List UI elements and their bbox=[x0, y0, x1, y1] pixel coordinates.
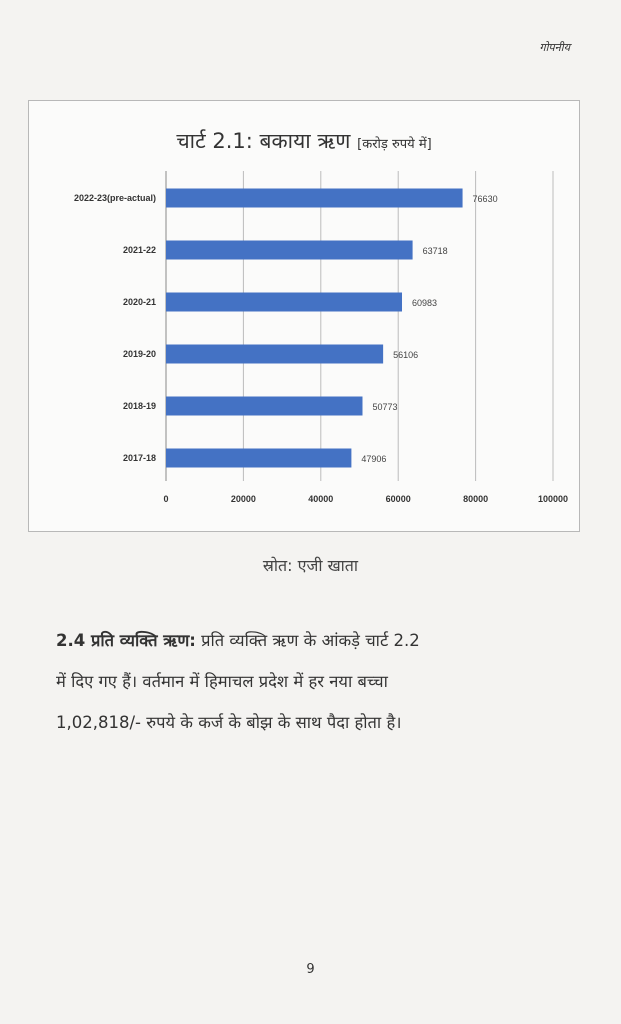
paragraph-line-2: में दिए गए हैं। वर्तमान में हिमाचल प्रदे… bbox=[56, 672, 388, 691]
bar-chart: 0 20000 40000 60000 80000 100000 2022-23(pre-a… bbox=[74, 171, 568, 504]
confidential-mark: गोपनीय bbox=[539, 41, 570, 54]
bar bbox=[166, 396, 363, 416]
x-tick-label: 40000 bbox=[308, 494, 333, 504]
chart-title-unit: [करोड़ रुपये में] bbox=[357, 137, 432, 152]
data-label: 60983 bbox=[412, 298, 437, 308]
x-tick-label: 0 bbox=[163, 494, 168, 504]
category-label: 2017-18 bbox=[123, 453, 156, 463]
bar bbox=[166, 344, 384, 364]
category-label: 2018-19 bbox=[123, 401, 156, 411]
x-tick-label: 20000 bbox=[231, 494, 256, 504]
chart-title: चार्ट 2.1: बकाया ऋण [करोड़ रुपये में] bbox=[29, 127, 579, 155]
data-label: 47906 bbox=[361, 454, 386, 464]
data-label: 76630 bbox=[473, 194, 498, 204]
data-label: 63718 bbox=[423, 246, 448, 256]
chart-title-main: चार्ट 2.1: बकाया ऋण bbox=[176, 129, 351, 153]
paragraph-line-3: 1,02,818/- रुपये के कर्ज के बोझ के साथ प… bbox=[56, 713, 402, 732]
paragraph-line-1-text: प्रति व्यक्ति ऋण के आंकड़े चार्ट 2.2 bbox=[201, 631, 420, 650]
chart-container: 0 20000 40000 60000 80000 100000 2022-23(pre-a… bbox=[28, 100, 580, 532]
body-paragraph: 2.4 प्रति व्यक्ति ऋण: प्रति व्यक्ति ऋण क… bbox=[56, 620, 566, 743]
section-heading: 2.4 प्रति व्यक्ति ऋण: bbox=[56, 631, 196, 650]
category-label: 2021-22 bbox=[123, 245, 156, 255]
x-tick-label: 80000 bbox=[463, 494, 488, 504]
bar bbox=[166, 292, 403, 312]
x-tick-label: 60000 bbox=[386, 494, 411, 504]
chart-source: स्रोत: एजी खाता bbox=[262, 556, 359, 575]
data-label: 50773 bbox=[372, 402, 397, 412]
page-number: 9 bbox=[306, 962, 315, 977]
x-tick-label: 100000 bbox=[538, 494, 568, 504]
bar bbox=[166, 188, 463, 208]
data-label: 56106 bbox=[393, 350, 418, 360]
bar bbox=[166, 448, 352, 468]
bar bbox=[166, 240, 413, 260]
category-label: 2020-21 bbox=[123, 297, 156, 307]
paragraph-line-1: 2.4 प्रति व्यक्ति ऋण: प्रति व्यक्ति ऋण क… bbox=[56, 620, 566, 661]
category-label: 2022-23(pre-actual) bbox=[74, 193, 156, 203]
category-label: 2019-20 bbox=[123, 349, 156, 359]
